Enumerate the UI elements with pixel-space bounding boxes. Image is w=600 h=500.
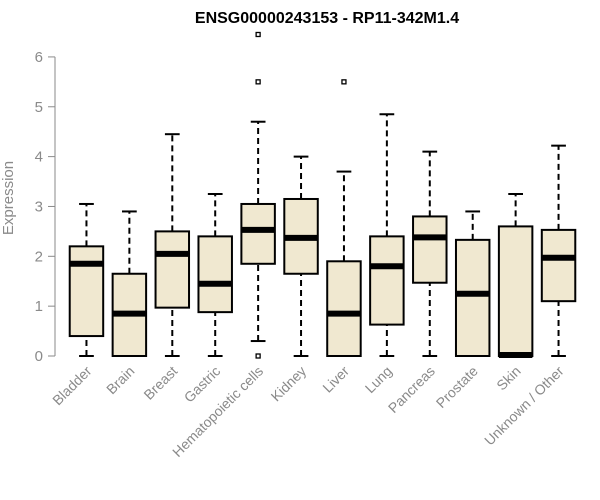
box-iqr — [454, 238, 491, 357]
y-tick-label: 4 — [35, 149, 43, 166]
box-8 — [369, 113, 405, 357]
box-2 — [111, 210, 148, 357]
box-iqr — [497, 225, 534, 357]
x-tick-label: Pancreas — [385, 363, 438, 416]
box-iqr — [68, 245, 105, 338]
box-iqr — [154, 230, 191, 309]
x-tick-label: Brain — [103, 363, 137, 397]
x-tick-label: Lung — [362, 363, 395, 396]
box-series — [68, 31, 577, 359]
box-iqr — [412, 215, 448, 284]
y-tick-label: 6 — [35, 49, 43, 66]
y-axis-label: Expression — [0, 161, 17, 235]
box-iqr — [197, 235, 233, 314]
x-tick-label: Kidney — [268, 363, 310, 405]
y-tick-label: 2 — [35, 248, 43, 265]
x-tick-label: Skin — [493, 363, 524, 394]
y-axis: 0 1 2 3 4 5 6 — [35, 49, 56, 365]
box-6 — [283, 155, 319, 357]
x-tick-label: Breast — [140, 363, 180, 403]
outlier-point — [255, 353, 261, 359]
box-iqr — [369, 235, 405, 326]
box-5 — [240, 31, 276, 359]
box-3 — [154, 133, 191, 357]
y-tick-label: 3 — [35, 198, 43, 215]
y-tick-label: 0 — [35, 348, 43, 365]
box-iqr — [540, 228, 577, 303]
box-10 — [454, 210, 491, 357]
box-11 — [497, 193, 534, 359]
outlier-point — [341, 79, 347, 85]
x-tick-label: Liver — [319, 363, 352, 396]
y-tick-label: 1 — [35, 298, 43, 315]
box-iqr — [326, 260, 362, 357]
outlier-point — [255, 79, 261, 85]
box-9 — [412, 150, 448, 357]
outlier-point — [255, 31, 261, 38]
box-4 — [197, 193, 233, 357]
box-7 — [326, 79, 362, 357]
x-tick-label: Unknown / Other — [481, 363, 567, 449]
chart-title: ENSG00000243153 - RP11-342M1.4 — [195, 10, 459, 27]
box-12 — [540, 144, 577, 357]
x-tick-label: Bladder — [49, 363, 95, 409]
box-iqr — [240, 202, 276, 265]
box-1 — [68, 202, 105, 357]
y-tick-label: 5 — [35, 99, 43, 116]
x-tick-label: Prostate — [433, 363, 481, 411]
x-tick-label: Gastric — [181, 363, 224, 406]
